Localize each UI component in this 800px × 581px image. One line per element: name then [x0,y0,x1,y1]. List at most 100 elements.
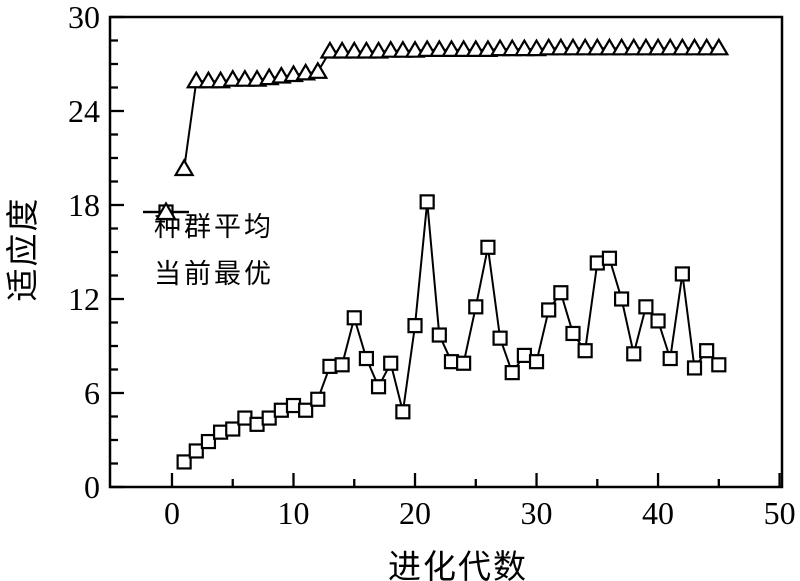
square-marker [431,327,447,343]
triangle-marker [708,37,730,56]
square-marker [225,421,241,437]
triangle-marker [574,37,596,56]
x-tick-label: 20 [399,495,431,531]
square-marker [686,360,703,376]
triangle-marker [538,37,560,56]
square-marker [176,454,192,470]
triangle-marker [501,38,523,57]
triangle-marker [465,39,487,58]
triangle-marker [355,40,377,59]
y-tick-label: 12 [68,281,100,317]
triangle-marker [307,61,329,79]
triangle-marker-icon [143,201,189,221]
triangle-marker [684,37,705,56]
y-tick-label: 24 [68,93,100,129]
square-marker [699,343,715,359]
square-marker [565,325,581,342]
square-marker [650,313,666,329]
triangle-marker [453,39,475,58]
square-marker [188,443,204,459]
square-marker [541,302,557,318]
square-marker [346,310,362,326]
square-marker [504,365,520,381]
triangle-marker [635,37,657,56]
triangle-marker [671,37,693,56]
x-tick-label: 30 [521,495,553,531]
triangle-marker [659,37,681,56]
triangle-marker [599,37,620,56]
triangle-marker [198,70,219,89]
triangle-marker [331,40,353,59]
triangle-marker [380,40,402,58]
square-marker [200,433,217,450]
legend-item-current-best: 当前最优 [143,201,274,295]
triangle-marker [319,40,341,59]
square-marker [711,357,727,373]
square-marker [443,354,460,370]
y-tick-label: 30 [68,0,100,35]
triangle-marker [234,68,256,87]
triangle-marker [611,37,633,56]
square-marker [370,379,387,395]
y-axis-title: 适应度 [6,196,42,302]
x-tick-label: 0 [164,495,180,531]
triangle-marker [185,70,207,89]
square-marker [589,255,605,271]
triangle-marker [586,37,608,56]
y-tick-label: 0 [84,469,100,505]
square-marker [298,402,314,418]
triangle-marker [623,37,645,56]
square-marker [212,424,229,440]
triangle-marker [173,158,195,177]
triangle-marker [343,40,365,59]
x-tick-label: 40 [642,495,674,531]
square-marker [626,346,642,362]
square-marker [249,416,265,432]
x-tick-label: 50 [764,495,796,531]
square-marker [553,285,569,301]
triangle-marker [392,40,414,58]
series-line [183,47,719,170]
square-marker [261,410,277,426]
triangle-marker [696,37,718,56]
x-tick-label: 10 [277,495,309,531]
square-marker [419,194,435,210]
legend-label-current-best: 当前最优 [154,259,274,289]
square-marker [577,343,593,359]
triangle-marker [513,38,535,57]
square-marker [456,355,472,371]
triangle-marker [428,39,450,58]
square-marker [528,354,545,370]
y-tick-label: 18 [68,187,100,223]
legend: 种群平均 当前最优 [143,201,274,295]
square-marker [613,291,630,307]
square-marker [285,397,302,414]
triangle-marker [647,37,669,56]
triangle-marker [489,38,511,57]
axis-ticks: 0 10 20 30 40 50 0 6 12 18 24 30 [68,0,796,531]
square-marker [468,299,484,315]
square-marker [322,358,338,374]
square-marker [601,250,618,266]
triangle-marker [441,39,462,58]
x-axis-title: 进化代数 [388,550,528,581]
series-population-average [176,194,727,470]
square-marker [358,350,375,367]
triangle-marker [550,37,572,56]
square-marker [492,330,508,346]
square-marker [383,355,399,371]
square-marker [674,266,690,282]
series-current-best [173,37,730,177]
square-marker [662,350,678,367]
triangle-marker [416,39,438,58]
y-tick-label: 6 [84,375,100,411]
triangle-marker [562,37,584,56]
square-marker [407,318,423,334]
square-marker [516,347,532,363]
triangle-marker [222,68,244,87]
square-marker [480,239,496,255]
square-marker [334,357,350,373]
square-marker [310,391,326,407]
